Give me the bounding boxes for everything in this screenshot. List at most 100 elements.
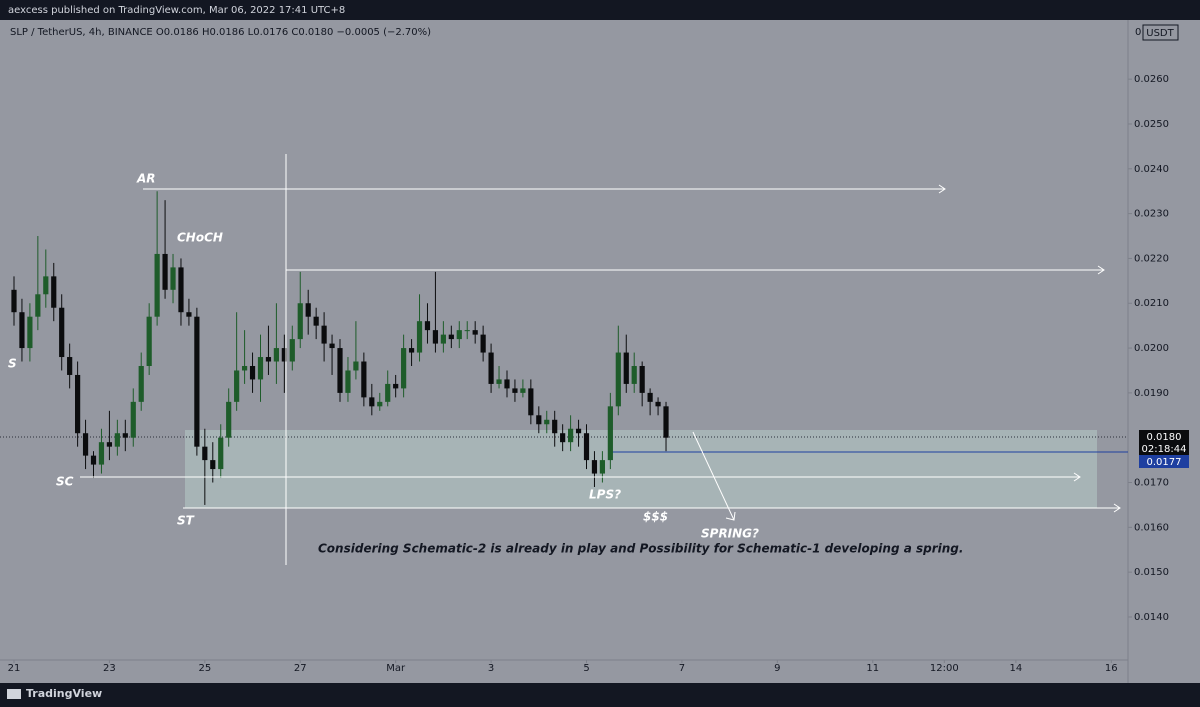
footer	[0, 683, 1200, 707]
candle-body	[249, 365, 256, 380]
candle-body	[480, 334, 486, 353]
annotation: LPS?	[589, 488, 621, 502]
x-tick-label: 9	[774, 663, 780, 674]
candle-body	[488, 352, 494, 384]
line-price: 0.0177	[1147, 457, 1182, 468]
candle-body	[202, 446, 208, 461]
demand-zone	[185, 430, 1097, 508]
countdown: 02:18:44	[1142, 444, 1187, 455]
candle-body	[67, 357, 73, 375]
last-price: 0.0180	[1147, 432, 1182, 443]
candle-body	[369, 397, 375, 407]
candle-body	[257, 357, 264, 380]
candle-body	[59, 307, 65, 358]
candle-body	[186, 312, 192, 317]
candle-body	[560, 433, 566, 443]
candle-body	[234, 370, 240, 402]
candle-body	[35, 294, 41, 317]
x-tick-label: 14	[1010, 663, 1023, 674]
x-tick-label: 7	[679, 663, 685, 674]
candle-body	[393, 383, 399, 389]
candle-body	[663, 406, 669, 438]
annotation: ST	[177, 514, 195, 528]
candle-body	[377, 401, 383, 407]
candle-body	[408, 348, 415, 353]
candle-body	[194, 316, 200, 447]
brand-logo	[7, 689, 21, 699]
candle-body	[27, 316, 33, 349]
candle-body	[281, 348, 287, 362]
candle-body	[162, 253, 168, 290]
x-tick-label: Mar	[386, 663, 406, 674]
candle-body	[329, 343, 335, 349]
candle-body	[345, 370, 351, 393]
candle-body	[416, 321, 423, 353]
candle-body	[456, 330, 462, 340]
x-tick-label: 5	[583, 663, 589, 674]
candle-body	[623, 352, 629, 384]
x-tick-label: 23	[103, 663, 116, 674]
candle-body	[504, 379, 510, 389]
arrow-head	[1073, 472, 1081, 482]
candle-body	[432, 330, 439, 344]
candle-body	[43, 276, 49, 295]
candle-body	[536, 415, 542, 425]
candle-body	[583, 433, 590, 461]
top-bar	[0, 0, 1200, 20]
drawings	[80, 154, 1121, 565]
candle-body	[615, 352, 621, 407]
y-tick-label: 0.0260	[1134, 74, 1169, 85]
candle-body	[591, 460, 598, 474]
candle-body	[265, 357, 272, 362]
arrow-head	[938, 184, 946, 194]
candle-body	[241, 365, 248, 371]
annotation: SPRING?	[701, 527, 759, 541]
y-tick-label: 0.0170	[1134, 478, 1169, 489]
candle-body	[440, 334, 446, 344]
y-tick-label: 0.0140	[1134, 612, 1169, 623]
arrow-line	[692, 431, 735, 521]
candle-body	[130, 401, 136, 438]
candle-body	[544, 419, 550, 425]
scale-mark: 0	[1135, 27, 1141, 38]
candle-body	[313, 316, 319, 326]
y-tick-label: 0.0250	[1134, 119, 1169, 130]
currency: USDT	[1146, 28, 1174, 39]
candle-body	[106, 442, 113, 447]
y-tick-label: 0.0240	[1134, 164, 1169, 175]
candle-body	[178, 267, 184, 313]
arrow-head	[725, 511, 736, 521]
candle-body	[512, 388, 518, 393]
candle-body	[154, 253, 160, 317]
note: Considering Schematic-2 is already in pl…	[318, 542, 963, 556]
arrow-head	[1097, 265, 1105, 275]
candle-body	[353, 361, 359, 371]
candle-body	[226, 401, 232, 438]
candle-body	[82, 433, 89, 456]
y-tick-label: 0.0190	[1134, 388, 1169, 399]
candle-body	[170, 267, 176, 290]
candle-body	[90, 455, 97, 465]
annotation: S	[8, 357, 17, 371]
candle-body	[567, 428, 574, 443]
candle-body	[631, 365, 637, 384]
candle-body	[289, 339, 295, 362]
candle-body	[122, 433, 128, 438]
annotation: AR	[136, 172, 156, 186]
candle-body	[321, 325, 327, 344]
y-tick-label: 0.0200	[1134, 343, 1169, 354]
x-tick-label: 16	[1105, 663, 1118, 674]
publisher: aexcess published on TradingView.com, Ma…	[8, 5, 345, 16]
candle-body	[528, 388, 534, 416]
candle-body	[599, 460, 606, 474]
candle-body	[337, 348, 343, 393]
candle-body	[11, 289, 17, 313]
candle-body	[448, 334, 454, 340]
x-tick-label: 25	[198, 663, 211, 674]
candle-body	[114, 433, 120, 447]
candle-body	[647, 392, 653, 402]
candle-body	[273, 348, 279, 362]
candle-body	[607, 406, 613, 461]
candle-body	[464, 330, 470, 332]
